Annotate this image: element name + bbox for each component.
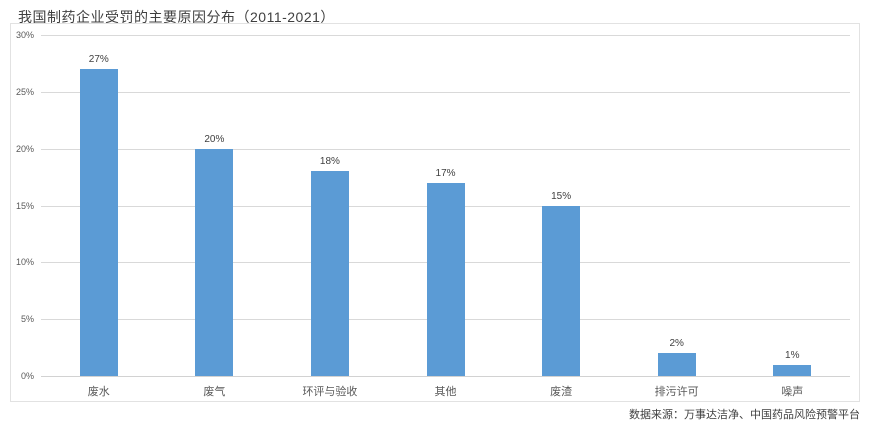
x-axis-category-label: 噪声 [781,386,804,398]
bar-value-label: 27% [88,54,109,66]
bars-container: 27% 20% 18% 17% 15% 2% 1% [41,35,850,376]
y-axis-tick-label: 0% [20,371,34,381]
y-axis-tick-label: 20% [15,143,34,154]
bar-slot: 18% [272,35,388,376]
bar-slot: 20% [157,35,273,376]
bar-环评与验收: 18% [310,156,349,376]
bar-value-label: 2% [669,338,684,350]
bar-排污许可: 2% [657,338,696,376]
x-axis-category-label: 排污许可 [654,386,699,398]
x-axis-category-label: 废渣 [550,386,573,398]
x-axis-category-label: 其他 [434,386,457,398]
x-axis-labels: 废水 废气 环评与验收 其他 废渣 排污许可 噪声 [41,383,850,399]
bar-slot: 1% [734,35,850,376]
bar-slot: 15% [503,35,619,376]
bar-value-label: 1% [785,349,800,361]
y-axis-tick-label: 15% [15,200,34,211]
plot-area: 0% 5% 10% 15% 20% 25% 30% 27% 20% 18% 17% 15% 2% 1% [16,30,850,381]
gridline [41,35,850,36]
bar-value-label: 18% [319,156,340,168]
bar-噪声: 1% [773,350,812,376]
bar-value-label: 15% [551,190,572,202]
bar-废水: 27% [79,54,118,376]
data-source-note: 数据来源：万事达洁净、中国药品风险预警平台 [629,409,860,421]
bar-value-label: 20% [204,133,225,145]
bar-value-label: 17% [435,167,456,179]
x-axis-category-label: 废水 [87,386,110,398]
x-axis-category-label: 环评与验收 [302,386,358,398]
x-axis-category-label: 废气 [203,386,226,398]
gridline [41,91,850,93]
bar-其他: 17% [426,168,465,376]
y-axis-tick-label: 30% [15,30,34,40]
y-axis-tick-label: 10% [15,257,34,268]
chart-title: 我国制药企业受罚的主要原因分布（2011-2021） [18,9,335,25]
bar-废气: 20% [195,134,234,376]
bar-slot: 2% [619,35,735,376]
bar-slot: 17% [388,35,504,376]
chart-panel: 0% 5% 10% 15% 20% 25% 30% 27% 20% 18% 17% 15% 2% 1% 废… [10,23,860,402]
bar-废渣: 15% [542,191,581,376]
bar-slot: 27% [41,35,157,376]
y-axis-tick-label: 5% [20,314,34,325]
gridline [41,148,850,150]
y-axis-tick-label: 25% [15,86,34,97]
